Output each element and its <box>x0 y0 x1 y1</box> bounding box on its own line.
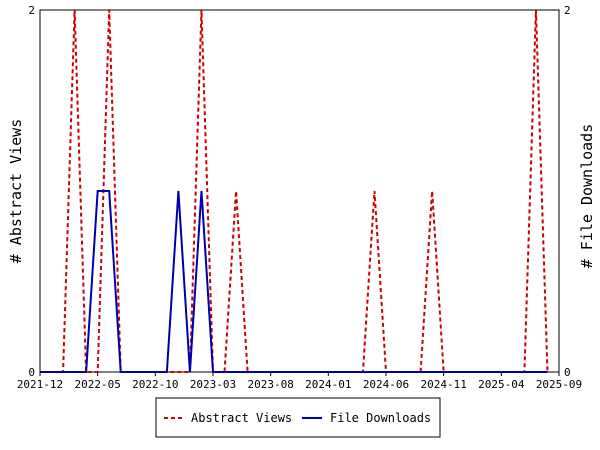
x-tick-label: 2024-01 <box>305 378 351 391</box>
x-axis: 2021-12 2022-05 2022-10 2023-03 2023-08 2024-… <box>17 372 582 391</box>
x-tick-label: 2024-06 <box>363 378 409 391</box>
x-tick-label: 2022-05 <box>74 378 120 391</box>
legend-label-abstract-views: Abstract Views <box>191 411 292 425</box>
x-tick-label: 2025-04 <box>478 378 525 391</box>
y-right-tick-max: 2 <box>564 4 571 17</box>
series-line-file-downloads <box>40 190 548 373</box>
plot-area <box>39 9 560 373</box>
y-left-tick-max: 2 <box>28 4 35 17</box>
y-right-tick-min: 0 <box>564 366 571 379</box>
x-tick-label: 2025-09 <box>536 378 582 391</box>
legend-label-file-downloads: File Downloads <box>330 411 431 425</box>
legend-box <box>155 397 441 438</box>
x-tick-label: 2021-12 <box>17 378 63 391</box>
y-left-tick-min: 0 <box>28 366 35 379</box>
legend: Abstract Views File Downloads <box>155 397 441 438</box>
series-layer <box>40 9 549 373</box>
x-tick-label: 2022-10 <box>132 378 178 391</box>
x-tick-label: 2023-08 <box>247 378 293 391</box>
x-tick-label: 2024-11 <box>420 378 466 391</box>
y-left-axis-title: # Abstract Views <box>7 119 25 264</box>
x-tick-label: 2023-03 <box>190 378 236 391</box>
y-right-axis-title: # File Downloads <box>578 124 596 269</box>
